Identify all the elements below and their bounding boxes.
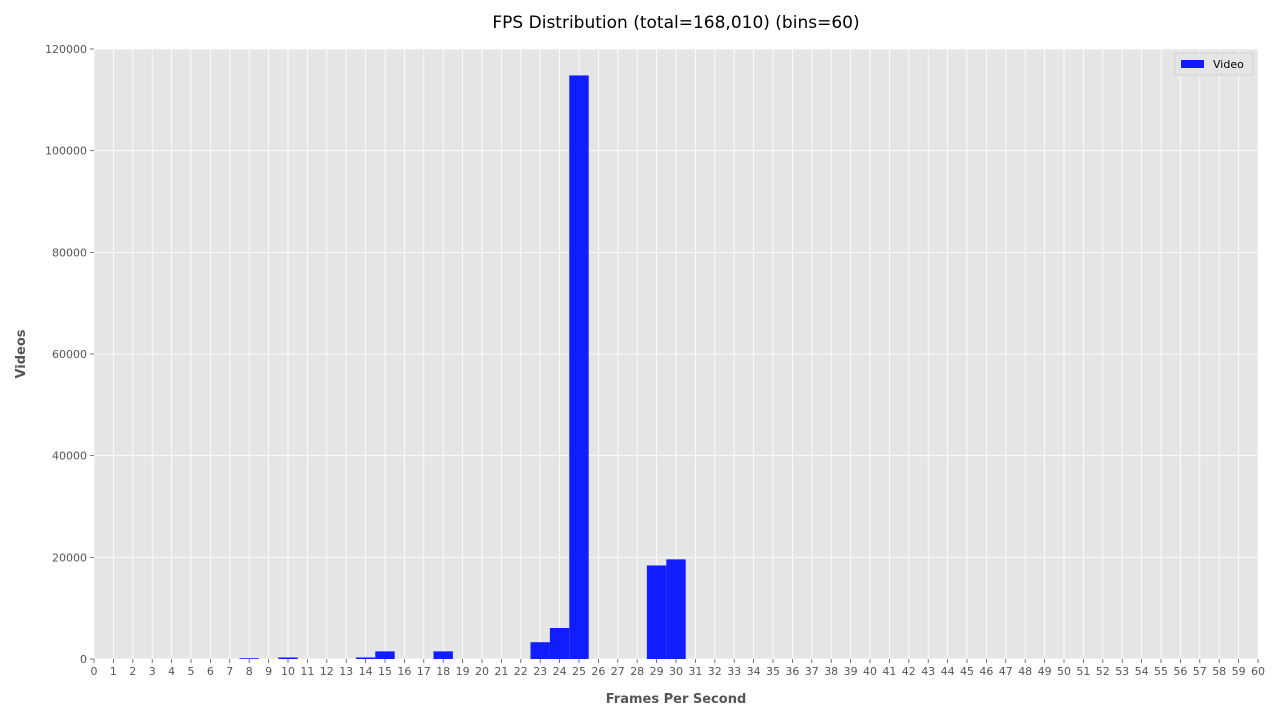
x-tick-label: 13 — [339, 665, 353, 678]
histogram-bar — [355, 657, 376, 659]
x-tick-label: 8 — [246, 665, 253, 678]
x-tick-label: 40 — [863, 665, 877, 678]
y-tick-label: 20000 — [52, 551, 87, 564]
x-axis-label: Frames Per Second — [606, 692, 747, 707]
x-tick-label: 21 — [494, 665, 508, 678]
x-tick-label: 14 — [359, 665, 373, 678]
histogram-bar — [433, 651, 453, 659]
x-tick-label: 22 — [514, 665, 528, 678]
x-tick-label: 31 — [688, 665, 702, 678]
y-axis-label: Videos — [14, 329, 29, 378]
histogram-bar — [278, 657, 298, 659]
x-tick-label: 54 — [1135, 665, 1149, 678]
x-tick-label: 12 — [320, 665, 334, 678]
y-tick-label: 40000 — [52, 450, 87, 463]
x-tick-label: 5 — [188, 665, 195, 678]
x-tick-label: 0 — [91, 665, 98, 678]
y-tick-label: 100000 — [45, 145, 87, 158]
y-axis-ticks: 0 20000 40000 60000 80000 100000 120000 — [45, 43, 94, 666]
histogram-bar — [549, 627, 570, 659]
x-tick-label: 45 — [960, 665, 974, 678]
x-tick-label: 29 — [650, 665, 664, 678]
x-tick-label: 1 — [110, 665, 117, 678]
x-tick-label: 18 — [436, 665, 450, 678]
x-tick-label: 37 — [805, 665, 819, 678]
y-tick-label: 120000 — [45, 43, 87, 56]
x-tick-label: 34 — [747, 665, 761, 678]
x-tick-label: 19 — [456, 665, 470, 678]
x-tick-label: 55 — [1154, 665, 1168, 678]
x-tick-label: 11 — [300, 665, 314, 678]
x-tick-label: 32 — [708, 665, 722, 678]
histogram-bar — [666, 559, 686, 659]
x-tick-label: 7 — [226, 665, 233, 678]
y-tick-label: 60000 — [52, 348, 87, 361]
x-tick-label: 38 — [824, 665, 838, 678]
x-tick-label: 23 — [533, 665, 547, 678]
y-tick-label: 0 — [80, 653, 87, 666]
x-tick-label: 6 — [207, 665, 214, 678]
histogram-bar — [569, 75, 589, 659]
x-tick-label: 48 — [1018, 665, 1032, 678]
x-tick-label: 58 — [1212, 665, 1226, 678]
x-tick-label: 57 — [1193, 665, 1207, 678]
x-tick-label: 41 — [882, 665, 896, 678]
x-tick-label: 28 — [630, 665, 644, 678]
x-tick-label: 25 — [572, 665, 586, 678]
chart-title: FPS Distribution (total=168,010) (bins=6… — [492, 13, 859, 33]
x-tick-label: 59 — [1232, 665, 1246, 678]
x-tick-label: 20 — [475, 665, 489, 678]
x-tick-label: 46 — [979, 665, 993, 678]
x-tick-label: 43 — [921, 665, 935, 678]
x-tick-label: 30 — [669, 665, 683, 678]
x-tick-label: 17 — [417, 665, 431, 678]
histogram-bars — [239, 75, 686, 659]
x-tick-label: 26 — [591, 665, 605, 678]
x-tick-label: 15 — [378, 665, 392, 678]
x-tick-label: 53 — [1115, 665, 1129, 678]
x-axis-ticks: 0 1 2 3 4 5 6 7 8 9 10 11 12 13 14 15 16 17 18 19 20 21 22 23 24… — [91, 659, 1265, 678]
legend-swatch-video — [1181, 60, 1204, 68]
x-tick-label: 4 — [168, 665, 175, 678]
histogram-bar — [239, 658, 259, 659]
x-tick-label: 9 — [265, 665, 272, 678]
histogram-bar — [375, 651, 395, 659]
x-tick-label: 27 — [611, 665, 625, 678]
x-tick-label: 36 — [785, 665, 799, 678]
x-tick-label: 16 — [397, 665, 411, 678]
x-tick-label: 47 — [999, 665, 1013, 678]
x-tick-label: 52 — [1096, 665, 1110, 678]
x-tick-label: 56 — [1173, 665, 1187, 678]
x-tick-label: 51 — [1076, 665, 1090, 678]
y-tick-label: 80000 — [52, 246, 87, 259]
x-tick-label: 33 — [727, 665, 741, 678]
x-tick-label: 35 — [766, 665, 780, 678]
legend-box — [1174, 52, 1254, 76]
legend: Video — [1174, 52, 1254, 76]
x-tick-label: 39 — [844, 665, 858, 678]
x-tick-label: 44 — [941, 665, 955, 678]
x-tick-label: 3 — [149, 665, 156, 678]
x-tick-label: 24 — [553, 665, 567, 678]
histogram-bar — [530, 642, 550, 659]
x-tick-label: 2 — [129, 665, 136, 678]
legend-label-video: Video — [1213, 58, 1244, 71]
histogram-bar — [646, 565, 667, 659]
x-tick-label: 50 — [1057, 665, 1071, 678]
x-tick-label: 60 — [1251, 665, 1265, 678]
x-tick-label: 10 — [281, 665, 295, 678]
grid-lines — [93, 48, 1259, 660]
x-tick-label: 49 — [1038, 665, 1052, 678]
x-tick-label: 42 — [902, 665, 916, 678]
